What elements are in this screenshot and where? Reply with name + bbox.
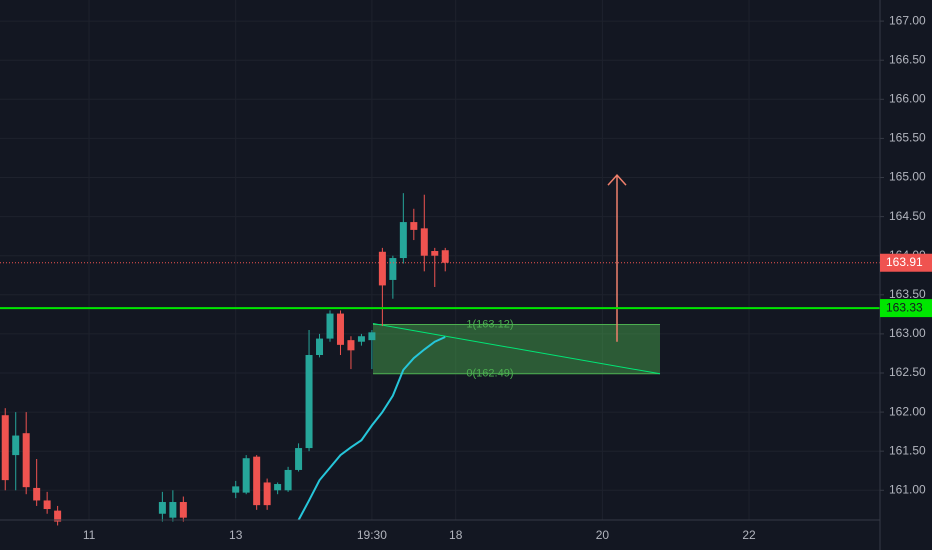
x-tick-label: 19:30 bbox=[357, 528, 387, 542]
y-tick-label: 163.50 bbox=[889, 287, 926, 301]
candle-body bbox=[295, 448, 303, 470]
y-tick-label: 165.00 bbox=[889, 170, 926, 184]
y-tick-label: 166.00 bbox=[889, 91, 926, 105]
trend-line bbox=[372, 323, 661, 375]
last-price-label: 163.91 bbox=[886, 255, 923, 269]
candle-body bbox=[22, 433, 30, 488]
candle-body bbox=[431, 251, 439, 256]
grid bbox=[0, 0, 880, 520]
candle-body bbox=[305, 355, 313, 449]
plot: 1(163.12) 0(162.49) bbox=[0, 174, 880, 526]
candle-body bbox=[43, 500, 51, 510]
candle-body bbox=[169, 502, 177, 518]
candle-body bbox=[263, 482, 271, 506]
candle-body bbox=[326, 313, 334, 339]
horizontal-line-box bbox=[880, 299, 932, 318]
last-price-box bbox=[880, 253, 932, 272]
y-tick-label: 167.00 bbox=[889, 13, 926, 27]
x-tick-label: 18 bbox=[449, 528, 463, 542]
y-tick-label: 162.50 bbox=[889, 365, 926, 379]
y-tick-label: 166.50 bbox=[889, 52, 926, 66]
candle-body bbox=[316, 338, 324, 356]
x-tick-label: 20 bbox=[596, 528, 610, 542]
candle-body bbox=[179, 502, 187, 518]
candle-body bbox=[368, 332, 376, 341]
candle-body bbox=[378, 251, 386, 286]
fib-label: 1(163.12) bbox=[466, 318, 513, 330]
candle-body bbox=[54, 510, 62, 522]
arrow-head bbox=[607, 174, 627, 186]
candle-body bbox=[1, 415, 9, 481]
candle-body bbox=[347, 340, 355, 351]
candle-body bbox=[232, 486, 240, 493]
y-tick-label: 165.50 bbox=[889, 131, 926, 145]
candle-body bbox=[274, 484, 282, 491]
y-tick-label: 163.00 bbox=[889, 326, 926, 340]
x-tick-label: 22 bbox=[742, 528, 756, 542]
candle-body bbox=[410, 222, 418, 230]
fib-label: 0(162.49) bbox=[466, 368, 513, 380]
candle-body bbox=[441, 250, 449, 263]
horizontal-line-label: 163.33 bbox=[886, 300, 923, 314]
y-tick-label: 161.00 bbox=[889, 482, 926, 496]
candle-body bbox=[420, 228, 428, 256]
candle-body bbox=[389, 258, 397, 280]
candle-body bbox=[242, 458, 250, 493]
candle-body bbox=[253, 456, 261, 506]
candle-body bbox=[12, 435, 20, 456]
x-tick-label: 13 bbox=[229, 528, 243, 542]
y-tick-label: 161.50 bbox=[889, 443, 926, 457]
candle-body bbox=[33, 487, 41, 501]
candle-body bbox=[284, 469, 292, 491]
candle-body bbox=[336, 313, 344, 345]
candle-body bbox=[357, 336, 365, 342]
y-tick-label: 164.50 bbox=[889, 209, 926, 223]
x-tick-label: 11 bbox=[83, 528, 96, 542]
candle-body bbox=[158, 502, 166, 514]
axes: 161.00 161.50 162.00 162.50 163.00 163.50 164.… bbox=[83, 13, 932, 542]
y-tick-label: 162.00 bbox=[889, 404, 926, 418]
moving-average bbox=[297, 336, 446, 521]
candle-body bbox=[399, 222, 407, 259]
